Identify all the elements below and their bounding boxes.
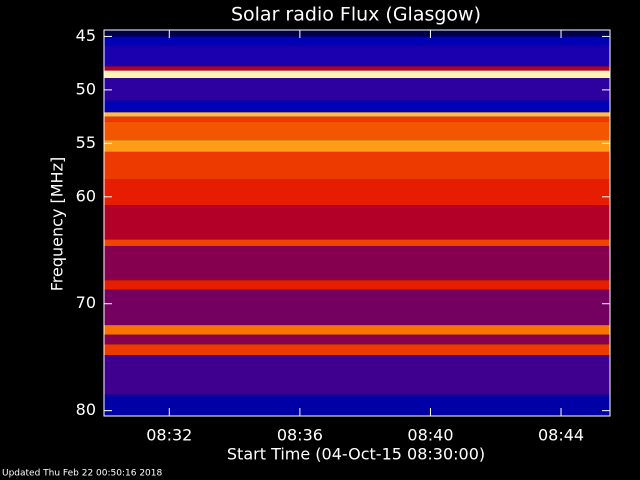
frequency-band — [104, 325, 610, 335]
y-tick-label: 55 — [76, 133, 96, 152]
frequency-band — [104, 239, 610, 246]
frequency-band — [104, 140, 610, 152]
frequency-band — [104, 70, 610, 79]
plot-frame — [103, 29, 611, 417]
y-tick-label: 70 — [76, 293, 96, 312]
footer: Updated Thu Feb 22 00:50:16 2018 — [2, 469, 163, 479]
frequency-band — [104, 121, 610, 141]
frequency-band — [104, 334, 610, 345]
y-tick-label: 60 — [76, 186, 96, 205]
frequency-band — [104, 116, 610, 122]
frequency-band — [104, 78, 610, 101]
x-tick-label: 08:40 — [407, 426, 453, 445]
frequency-band — [104, 66, 610, 71]
frequency-band — [104, 100, 610, 113]
y-tick-label: 45 — [76, 26, 96, 45]
frequency-band — [104, 394, 610, 416]
x-tick-label: 08:36 — [277, 426, 323, 445]
frequency-band — [104, 151, 610, 180]
frequency-band — [104, 46, 610, 67]
frequency-band — [104, 112, 610, 117]
x-axis-label: Start Time (04-Oct-15 08:30:00) — [227, 445, 485, 464]
frequency-band — [104, 36, 610, 47]
frequency-band — [104, 245, 610, 281]
plot-area — [104, 30, 610, 416]
frequency-band — [104, 205, 610, 240]
frequency-band — [104, 355, 610, 395]
y-axis-label: Frequency [MHz] — [48, 157, 67, 291]
x-tick-label: 08:32 — [146, 426, 192, 445]
frequency-band — [104, 344, 610, 356]
frequency-band — [104, 289, 610, 326]
y-tick-label: 80 — [76, 400, 96, 419]
x-tick-label: 08:44 — [538, 426, 584, 445]
chart-title: Solar radio Flux (Glasgow) — [231, 4, 481, 26]
frequency-band — [104, 179, 610, 206]
frequency-band — [104, 30, 610, 37]
frequency-band — [104, 280, 610, 290]
y-tick-label: 50 — [76, 79, 96, 98]
